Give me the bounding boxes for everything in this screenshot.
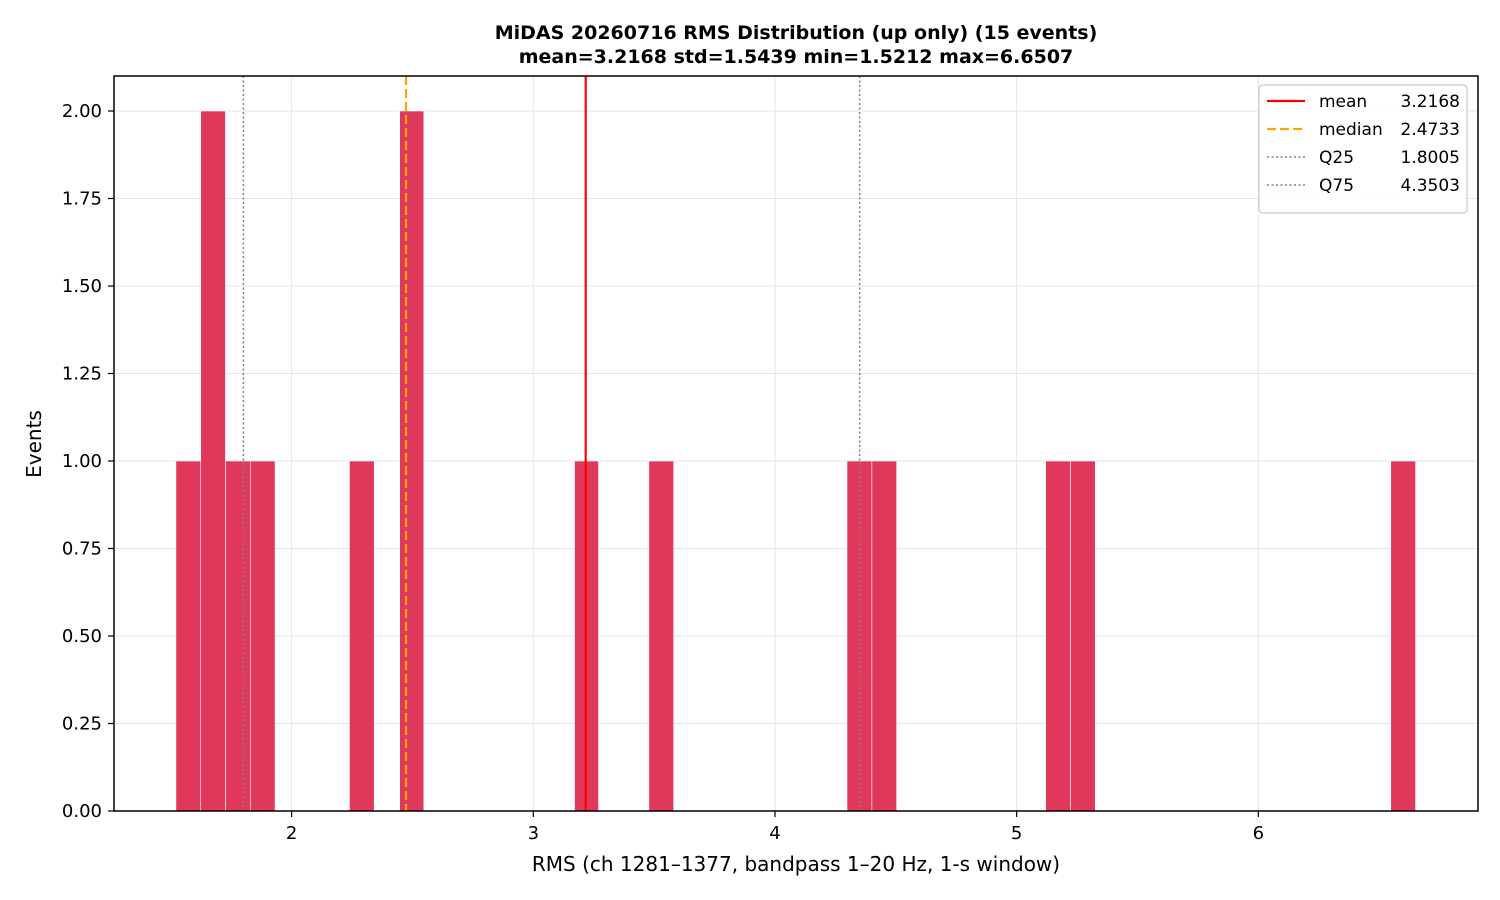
histogram-bar [1045,460,1071,812]
plot-frame [113,75,1479,812]
x-tick-label: 6 [1253,823,1264,844]
reference-lines [242,76,861,811]
y-tick-label: 1.25 [62,364,102,385]
legend-label-q25: Q25 [1319,148,1354,168]
histogram-bar [249,460,276,812]
legend-box [1258,84,1468,214]
y-tick-label: 0.00 [62,801,102,822]
legend: mean 3.2168 median 2.4733 Q25 1.8005 Q75 4.3503 [1258,84,1468,214]
y-tick-label: 1.75 [62,189,102,210]
legend-label-q75: Q75 [1319,176,1354,196]
histogram-bar [1070,460,1096,812]
legend-label-mean: mean [1319,92,1367,112]
histogram-bar [399,110,425,812]
y-tick-label: 0.75 [62,539,102,560]
x-tick-label: 5 [1011,823,1022,844]
legend-value-q75: 4.3503 [1401,176,1460,196]
y-tick-label: 1.50 [62,276,102,297]
chart-title: MiDAS 20260716 RMS Distribution (up only… [495,22,1098,44]
axis-ticks: 2 3 4 5 6 0.00 0.25 0.50 0.75 1.00 1.25 1.50 1.75 2.0… [62,101,1264,844]
y-tick-label: 2.00 [62,101,102,122]
histogram-bar [200,110,226,812]
legend-value-median: 2.4733 [1401,120,1460,140]
histogram-bar [349,460,375,812]
x-tick-label: 2 [286,823,297,844]
x-axis-label: RMS (ch 1281–1377, bandpass 1–20 Hz, 1-s… [532,852,1060,876]
histogram-bar [225,460,251,812]
legend-label-median: median [1319,120,1383,140]
y-tick-label: 0.50 [62,626,102,647]
chart-subtitle: mean=3.2168 std=1.5439 min=1.5212 max=6.… [519,46,1074,68]
histogram-bar [871,460,897,812]
legend-value-mean: 3.2168 [1401,92,1460,112]
legend-value-q25: 1.8005 [1401,148,1460,168]
histogram-bars [175,110,1416,812]
x-tick-label: 3 [528,823,539,844]
y-tick-label: 1.00 [62,451,102,472]
y-tick-label: 0.25 [62,714,102,735]
histogram-bar [648,460,674,812]
y-axis-label: Events [22,410,46,478]
histogram-bar [1390,460,1416,812]
x-tick-label: 4 [769,823,780,844]
histogram-bar [175,460,202,812]
